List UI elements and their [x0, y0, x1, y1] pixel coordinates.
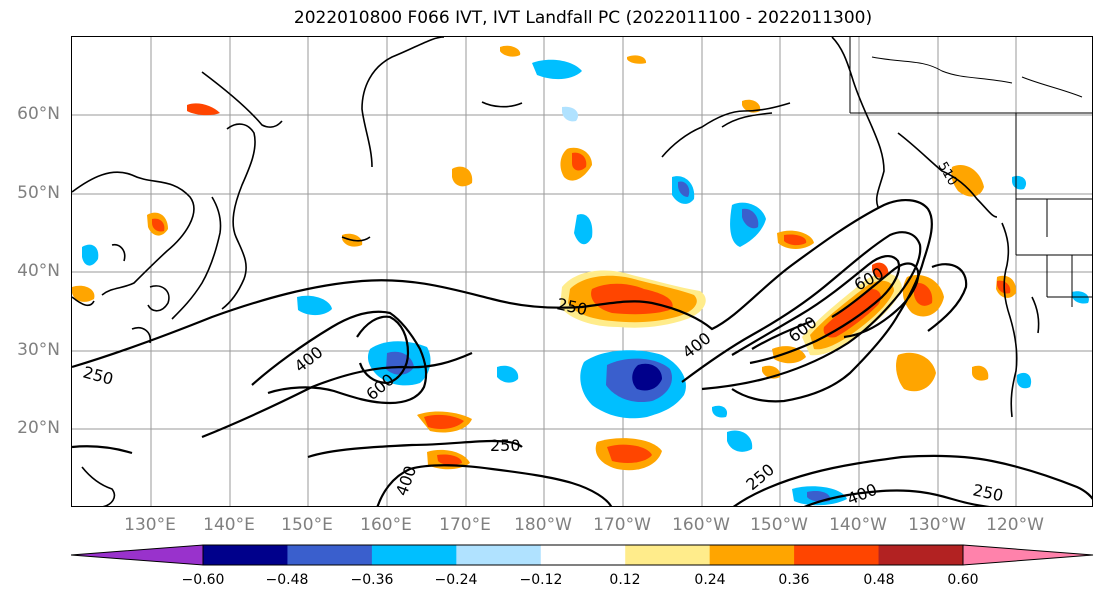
contour-400-west: [251, 310, 428, 405]
contour-label: 250: [971, 480, 1005, 505]
colorbar-tick: 0.48: [863, 572, 895, 588]
colorbar-extend-high: [963, 545, 1093, 565]
contour-label: 400: [392, 463, 420, 498]
contour-250-se: [732, 454, 1092, 506]
colorbar-segment: [456, 545, 542, 565]
contour-250-west: [72, 199, 933, 403]
colorbar-segment: [287, 545, 373, 565]
lon-label: 130°W: [908, 515, 966, 535]
contour-400-south: [376, 464, 613, 506]
contour-label: 400: [291, 342, 327, 376]
colorbar-segment: [878, 545, 964, 565]
lat-label: 60°N: [17, 104, 60, 124]
lon-label: 130°E: [124, 515, 176, 535]
colorbar-tick: −0.12: [519, 572, 563, 588]
colorbar-tick: 0.24: [694, 572, 726, 588]
colorbar-segment: [203, 545, 288, 565]
colorbar-segment: [625, 545, 711, 565]
graticule: [72, 37, 1092, 506]
lon-label: 160°W: [672, 515, 730, 535]
lon-label: 150°E: [281, 515, 333, 535]
lat-label: 20°N: [17, 418, 60, 438]
contour-250-south: [307, 439, 523, 459]
chart-title: 2022010800 F066 IVT, IVT Landfall PC (20…: [293, 8, 873, 28]
lon-label: 140°E: [203, 515, 255, 535]
colorbar-segment: [540, 545, 626, 565]
contour-label: 250: [81, 363, 115, 389]
contour-label: 250: [490, 436, 521, 455]
lon-label: 120°W: [986, 515, 1044, 535]
colorbar-tick: −0.60: [181, 572, 225, 588]
colorbar-segment: [709, 545, 795, 565]
coastlines: [72, 37, 1040, 506]
contour-label: 400: [679, 328, 715, 362]
colorbar-segments: [71, 545, 1093, 565]
map-svg: 250 400 600 250 400 600 600 250 400 250 …: [72, 37, 1092, 507]
contour-600-east: [831, 262, 920, 339]
colorbar-segment: [794, 545, 880, 565]
ivt-contours: [72, 199, 1092, 506]
lon-label: 180°W: [514, 515, 572, 535]
political-borders: [849, 37, 1092, 307]
contour-600-mid: [731, 255, 901, 365]
colorbar-tick: 0.60: [947, 572, 979, 588]
contour-600-west: [356, 315, 410, 385]
colorbar: [71, 544, 1094, 566]
colorbar-tick: 0.12: [609, 572, 641, 588]
lon-label: 170°E: [439, 515, 491, 535]
contour-400-se: [803, 489, 991, 506]
colorbar-segment: [371, 545, 457, 565]
colorbar-tick: −0.24: [434, 572, 478, 588]
contour-label: 250: [742, 460, 778, 494]
colorbar-extend-low: [71, 545, 203, 565]
colorbar-tick: −0.48: [265, 572, 309, 588]
map-panel: 250 400 600 250 400 600 600 250 400 250 …: [71, 36, 1093, 507]
lon-label: 150°W: [750, 515, 808, 535]
lat-label: 50°N: [17, 183, 60, 203]
lon-label: 170°W: [593, 515, 651, 535]
colorbar-tick: −0.36: [350, 572, 394, 588]
lon-label: 140°W: [829, 515, 887, 535]
colorbar-tick: 0.36: [778, 572, 810, 588]
contour-400-mid: [681, 231, 922, 391]
lat-label: 30°N: [17, 340, 60, 360]
lon-label: 160°E: [360, 515, 412, 535]
contour-label: 400: [844, 480, 879, 507]
lat-label: 40°N: [17, 261, 60, 281]
